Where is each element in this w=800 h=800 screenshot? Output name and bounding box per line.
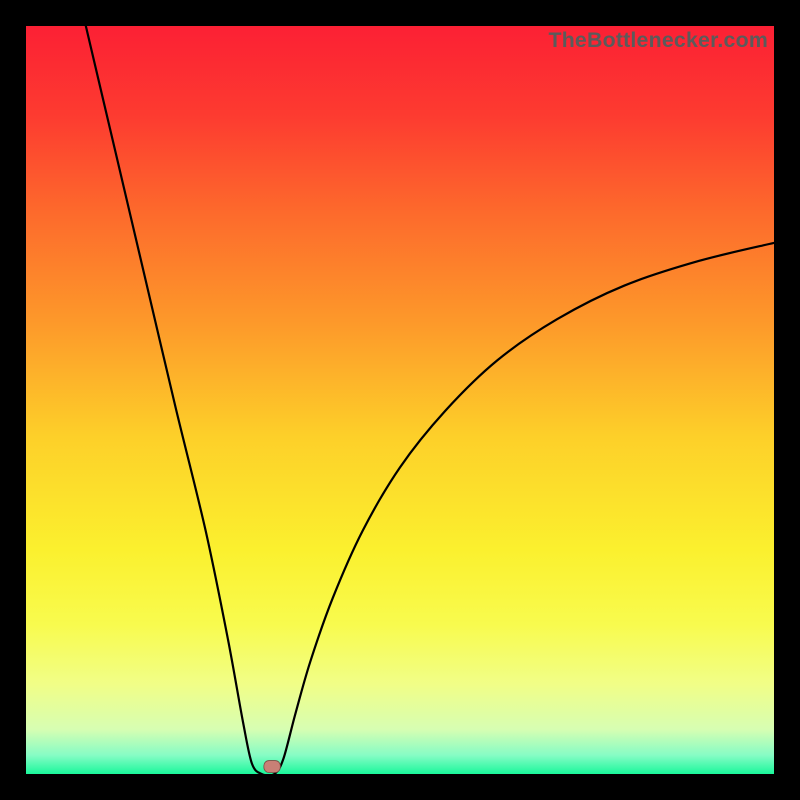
valley-marker bbox=[264, 761, 280, 773]
gradient-background bbox=[26, 26, 774, 774]
watermark-text: TheBottlenecker.com bbox=[548, 28, 768, 53]
plot-area: TheBottlenecker.com bbox=[26, 26, 774, 774]
plot-svg bbox=[26, 26, 774, 774]
chart-frame: TheBottlenecker.com bbox=[0, 0, 800, 800]
